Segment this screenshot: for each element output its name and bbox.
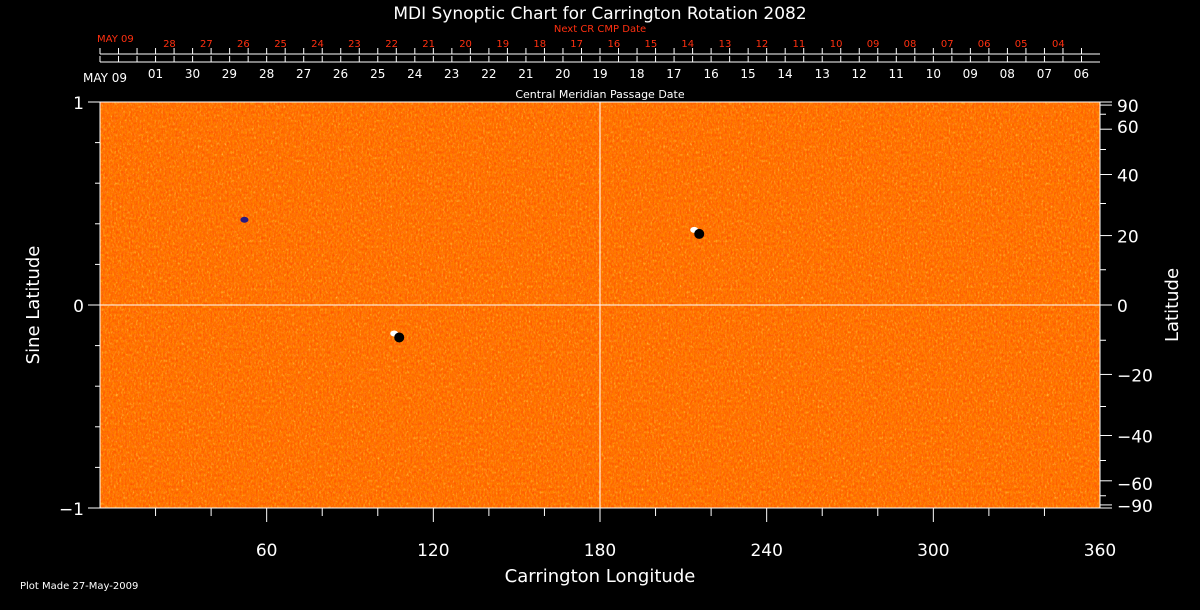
next-cr-date-0: 28 <box>163 39 176 50</box>
cmp-date-23: 08 <box>1000 67 1015 81</box>
next-cr-date-11: 17 <box>570 39 583 50</box>
cmp-date-21: 10 <box>926 67 941 81</box>
cmp-date-4: 27 <box>296 67 311 81</box>
cmp-date-13: 18 <box>629 67 644 81</box>
cmp-date-9: 22 <box>481 67 496 81</box>
cmp-date-0: 01 <box>148 67 163 81</box>
next-cr-date-16: 12 <box>756 39 769 50</box>
x-tick-label-180: 180 <box>584 541 616 561</box>
reference-lines <box>100 102 1100 508</box>
next-cr-date-5: 23 <box>348 39 361 50</box>
cmp-date-5: 26 <box>333 67 348 81</box>
cmp-date-17: 14 <box>777 67 792 81</box>
cmp-date-25: 06 <box>1074 67 1089 81</box>
cmp-axis-label: Central Meridian Passage Date <box>515 88 684 101</box>
cmp-date-11: 20 <box>555 67 570 81</box>
next-cr-date-14: 14 <box>681 39 694 50</box>
cmp-date-10: 21 <box>518 67 533 81</box>
cmp-date-16: 15 <box>740 67 755 81</box>
y-tick-label-right-7: −60 <box>1117 475 1153 495</box>
next-cr-date-10: 18 <box>533 39 546 50</box>
next-cr-date-6: 22 <box>385 39 398 50</box>
next-cr-date-24: 04 <box>1052 39 1065 50</box>
cmp-date-22: 09 <box>963 67 978 81</box>
cmp-date-24: 07 <box>1037 67 1052 81</box>
cmp-date-8: 23 <box>444 67 459 81</box>
cmp-date-3: 28 <box>259 67 274 81</box>
chart-title: MDI Synoptic Chart for Carrington Rotati… <box>393 4 806 24</box>
cmp-date-19: 12 <box>852 67 867 81</box>
next-cr-date-9: 19 <box>496 39 509 50</box>
y-tick-label-right-5: −20 <box>1117 366 1153 386</box>
next-cr-date-17: 11 <box>793 39 806 50</box>
next-cr-date-3: 25 <box>274 39 287 50</box>
feature-negative-0 <box>394 332 405 343</box>
x-tick-label-240: 240 <box>750 541 782 561</box>
cmp-date-20: 11 <box>888 67 903 81</box>
cmp-date-1: 30 <box>185 67 200 81</box>
x-tick-label-120: 120 <box>417 541 449 561</box>
x-tick-label-300: 300 <box>917 541 949 561</box>
next-cr-date-23: 05 <box>1015 39 1028 50</box>
y-tick-label-right-8: −90 <box>1117 497 1153 517</box>
y-tick-label-right-0: 90 <box>1117 97 1139 117</box>
next-cr-start-label: MAY 09 <box>97 34 134 45</box>
next-cr-date-19: 09 <box>867 39 880 50</box>
y-axis-label-left: Sine Latitude <box>23 246 44 365</box>
next-cr-date-15: 13 <box>719 39 732 50</box>
cmp-date-18: 13 <box>815 67 830 81</box>
cmp-date-7: 24 <box>407 67 422 81</box>
y-tick-label-left-2: −1 <box>59 500 84 520</box>
next-cr-date-8: 20 <box>459 39 472 50</box>
y-tick-label-right-2: 40 <box>1117 167 1139 187</box>
next-cr-date-2: 26 <box>237 39 250 50</box>
next-cr-date-13: 15 <box>644 39 657 50</box>
cmp-date-2: 29 <box>222 67 237 81</box>
x-axis-label: Carrington Longitude <box>505 566 696 587</box>
cmp-date-15: 16 <box>703 67 718 81</box>
feature-negative-2 <box>240 216 249 223</box>
cmp-date-12: 19 <box>592 67 607 81</box>
cmp-date-6: 25 <box>370 67 385 81</box>
y-tick-label-left-0: 1 <box>73 94 84 114</box>
feature-negative-1 <box>694 228 705 239</box>
x-tick-label-60: 60 <box>256 541 278 561</box>
next-cr-date-1: 27 <box>200 39 213 50</box>
x-tick-label-360: 360 <box>1084 541 1116 561</box>
y-tick-label-right-4: 0 <box>1117 297 1128 317</box>
cmp-date-14: 17 <box>666 67 681 81</box>
y-axis-label-right: Latitude <box>1162 268 1183 342</box>
next-cr-date-22: 06 <box>978 39 991 50</box>
next-cr-date-4: 24 <box>311 39 324 50</box>
y-tick-label-right-6: −40 <box>1117 427 1153 447</box>
y-tick-label-left-1: 0 <box>73 297 84 317</box>
next-cr-date-7: 21 <box>422 39 435 50</box>
next-cr-date-20: 08 <box>904 39 917 50</box>
plot-made-footer: Plot Made 27-May-2009 <box>20 581 138 592</box>
cmp-start-label: MAY 09 <box>83 71 127 85</box>
next-cr-date-21: 07 <box>941 39 954 50</box>
y-tick-label-right-1: 60 <box>1117 118 1139 138</box>
next-cr-axis-label: Next CR CMP Date <box>554 24 646 35</box>
next-cr-date-12: 16 <box>608 39 621 50</box>
y-tick-label-right-3: 20 <box>1117 228 1139 248</box>
next-cr-date-18: 10 <box>830 39 843 50</box>
